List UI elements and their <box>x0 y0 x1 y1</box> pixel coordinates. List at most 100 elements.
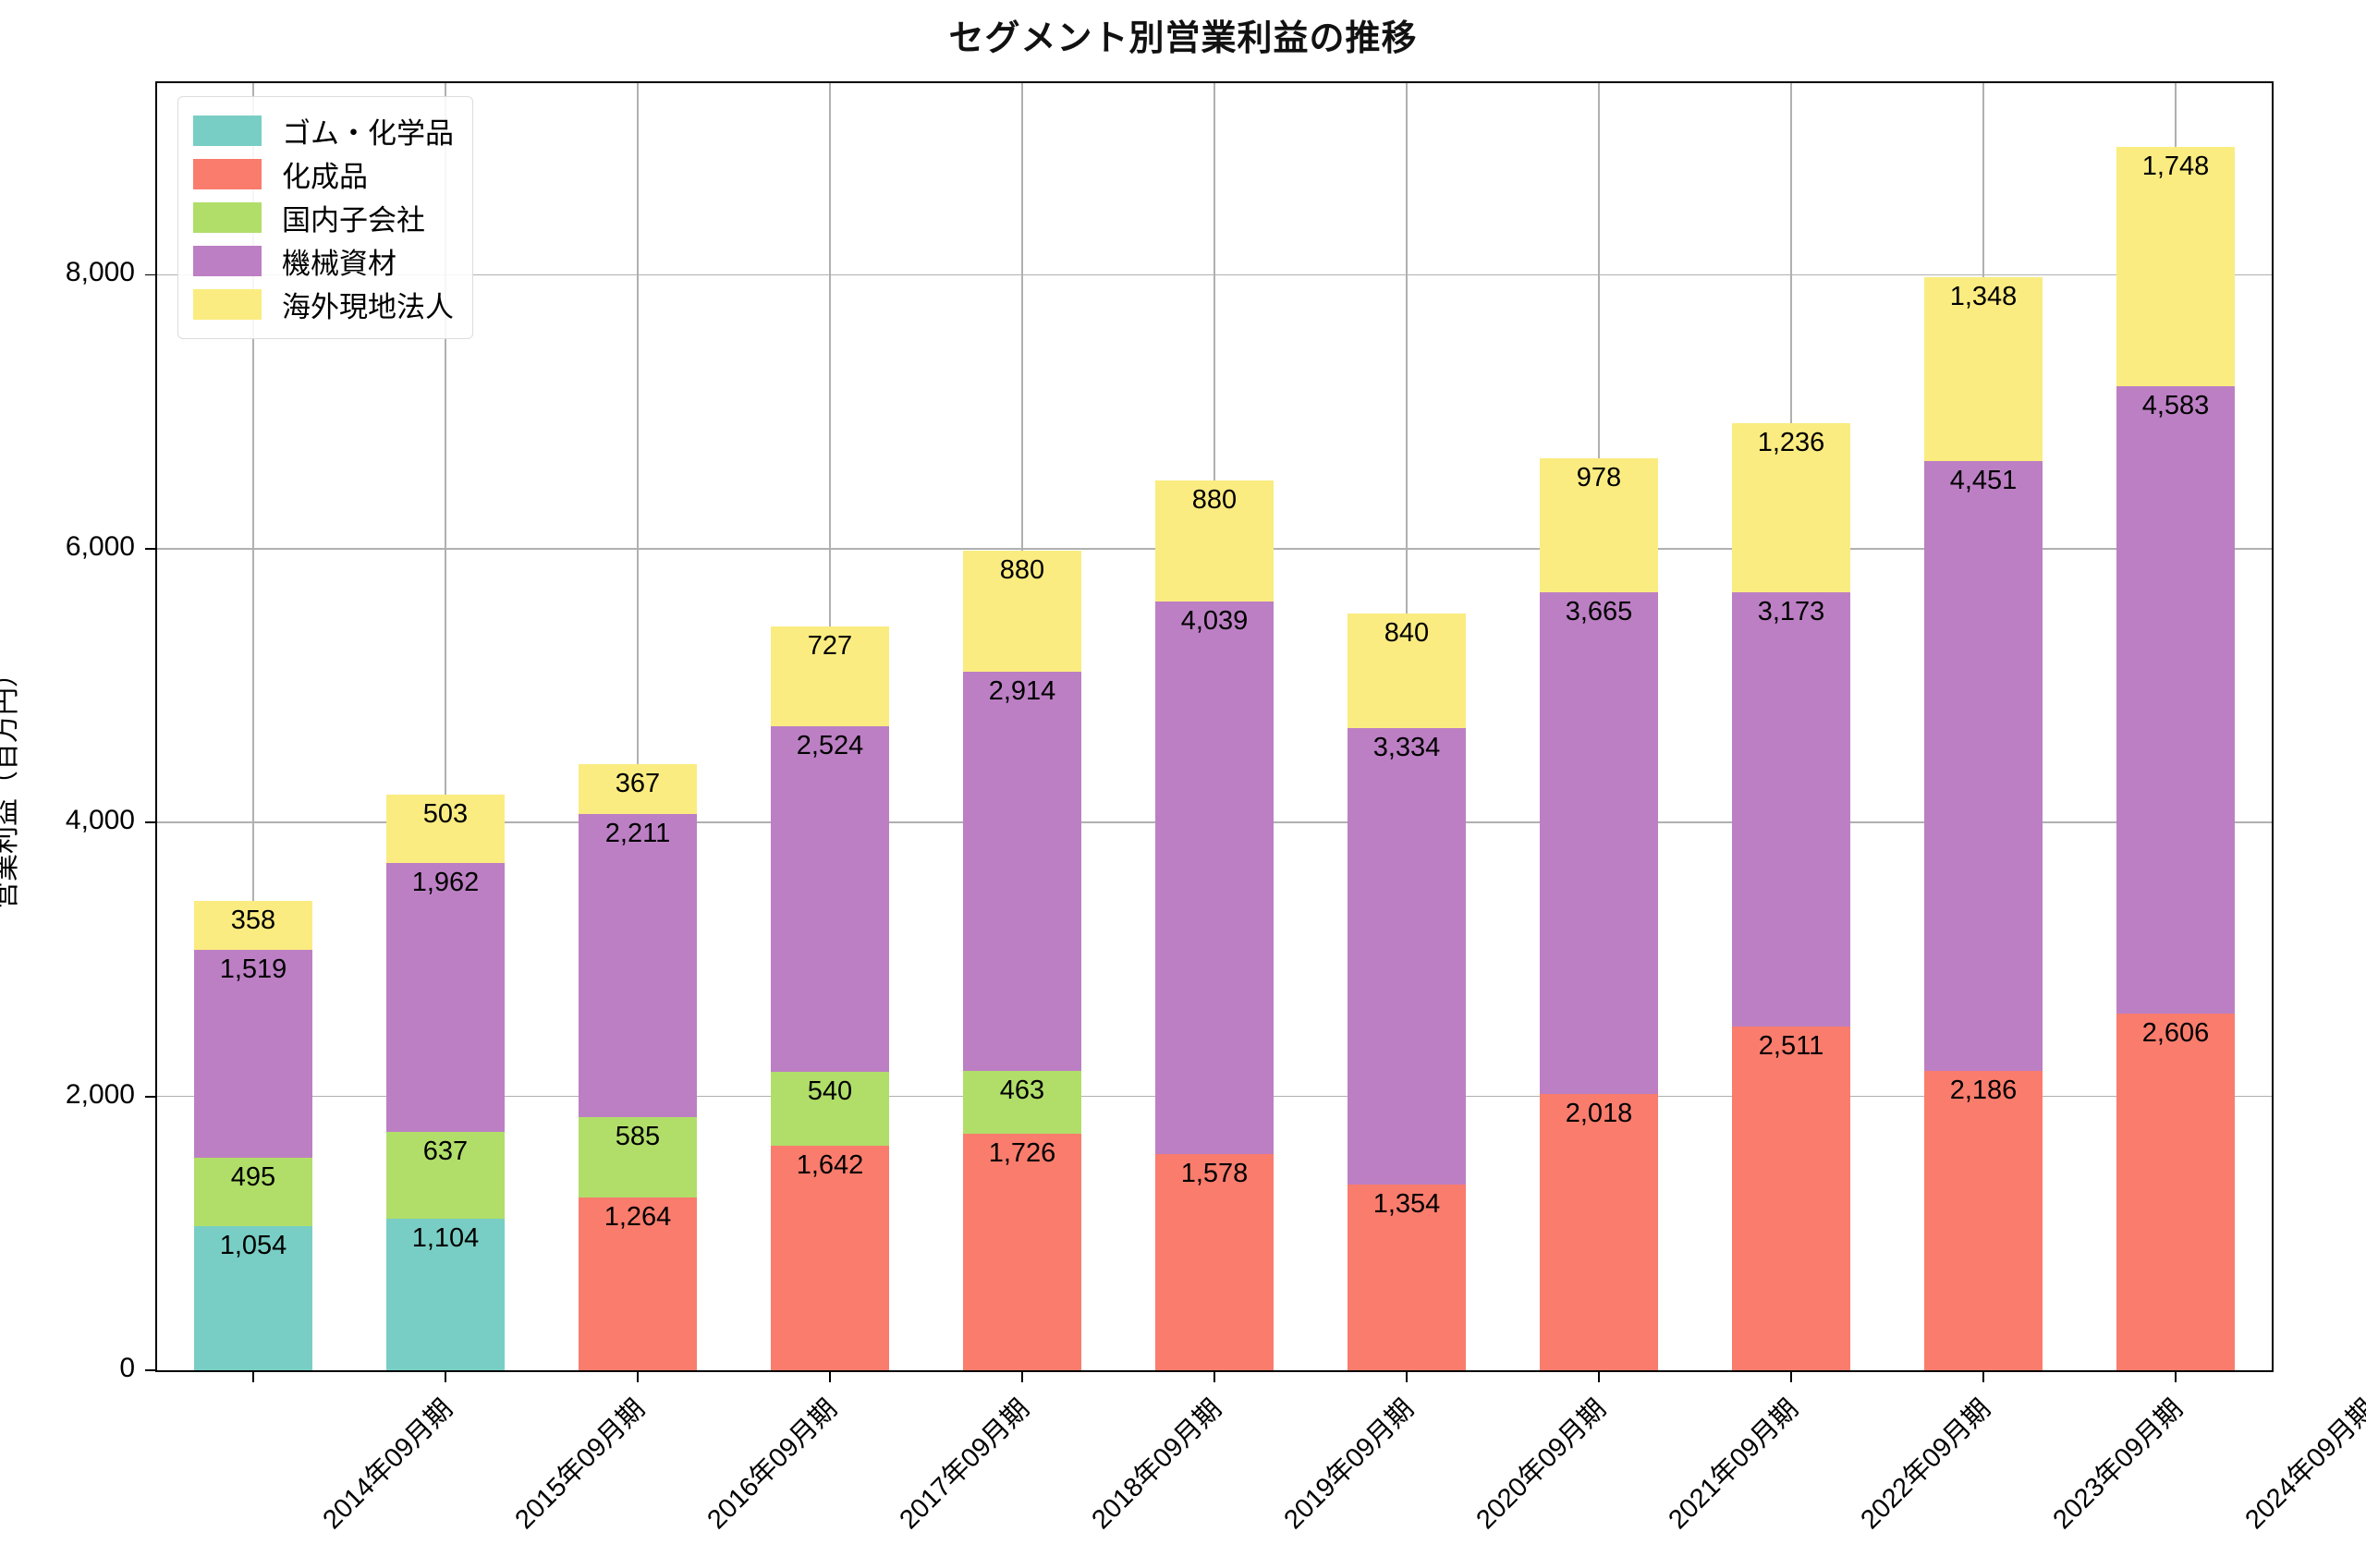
bar-segment[interactable] <box>770 1145 890 1370</box>
legend-swatch-icon <box>193 202 262 233</box>
bar-segment[interactable] <box>1154 480 1274 602</box>
bar-segment[interactable] <box>770 725 890 1072</box>
bar-segment[interactable] <box>1731 1026 1851 1370</box>
bar-segment[interactable] <box>2116 385 2236 1014</box>
x-tick-mark <box>2175 1370 2177 1382</box>
bar-group[interactable]: 2,511 3,173 1,236 <box>1731 83 1851 1370</box>
bar-segment[interactable] <box>385 794 506 864</box>
x-tick-label: 2023年09月期 <box>2047 1393 2189 1536</box>
legend-label: 化成品 <box>282 161 368 193</box>
bar-segment[interactable] <box>962 1134 1082 1370</box>
legend-swatch-icon <box>193 159 262 189</box>
bar-group[interactable]: 1,578 4,039 880 <box>1154 83 1274 1370</box>
bar-segment[interactable] <box>193 901 313 951</box>
bar-segment[interactable] <box>1539 457 1659 592</box>
x-tick-label: 2022年09月期 <box>1855 1393 1997 1536</box>
bar-segment[interactable] <box>1539 591 1659 1094</box>
bar-segment[interactable] <box>1347 1185 1467 1370</box>
y-tick-label: 0 <box>119 1353 135 1383</box>
bar-group[interactable]: 1,726 463 2,914 880 <box>962 83 1082 1370</box>
x-tick-mark <box>252 1370 254 1382</box>
bar-group[interactable]: 1,264 585 2,211 367 <box>578 83 698 1370</box>
y-tick-mark <box>145 547 157 550</box>
bar-segment[interactable] <box>385 863 506 1132</box>
x-tick-mark <box>445 1370 446 1382</box>
bar-segment[interactable] <box>962 1070 1082 1135</box>
legend-label: ゴム・化学品 <box>282 117 454 150</box>
legend-item[interactable]: 化成品 <box>193 152 454 196</box>
gridline-vertical <box>445 83 446 1370</box>
x-tick-mark <box>1213 1370 1215 1382</box>
y-tick-label: 4,000 <box>65 805 135 836</box>
bar-segment[interactable] <box>1923 276 2043 462</box>
y-tick-label: 8,000 <box>65 257 135 288</box>
x-tick-label: 2021年09月期 <box>1663 1393 1805 1536</box>
x-tick-label: 2016年09月期 <box>701 1393 844 1536</box>
bar-group[interactable]: 2,186 4,451 1,348 <box>1923 83 2043 1370</box>
gridline-vertical <box>637 83 639 1370</box>
legend-label: 国内子会社 <box>282 204 425 237</box>
bar-segment[interactable] <box>2116 1013 2236 1370</box>
bar-segment[interactable] <box>1347 613 1467 729</box>
x-tick-label: 2024年09月期 <box>2239 1393 2366 1536</box>
bar-segment[interactable] <box>578 1197 698 1370</box>
y-tick-label: 2,000 <box>65 1078 135 1110</box>
x-tick-mark <box>1598 1370 1600 1382</box>
x-tick-label: 2015年09月期 <box>509 1393 652 1536</box>
legend-item[interactable]: ゴム・化学品 <box>193 109 454 152</box>
y-axis-title: 営業利益（百万円） <box>0 659 21 909</box>
bar-group[interactable]: 1,642 540 2,524 727 <box>770 83 890 1370</box>
chart-title: セグメント別営業利益の推移 <box>948 19 1418 58</box>
bar-segment[interactable] <box>578 763 698 815</box>
bar-segment[interactable] <box>1347 728 1467 1185</box>
bar-segment[interactable] <box>1923 1071 2043 1370</box>
x-tick-mark <box>637 1370 639 1382</box>
bar-segment[interactable] <box>770 626 890 726</box>
bar-group[interactable]: 2,606 4,583 1,748 <box>2116 83 2236 1370</box>
x-tick-label: 2014年09月期 <box>317 1393 459 1536</box>
chart-legend: ゴム・化学品 化成品国内子会社機械資材海外現地法人 <box>177 96 473 339</box>
x-tick-mark <box>1406 1370 1408 1382</box>
bar-segment[interactable] <box>962 671 1082 1071</box>
bar-segment[interactable] <box>385 1219 506 1370</box>
plot-inner: 1,054 495 1,519 358 1,104 637 1,962 503 1,264 585… <box>145 83 2272 1382</box>
gridline-vertical <box>252 83 254 1370</box>
bar-segment[interactable] <box>1731 591 1851 1027</box>
bar-segment[interactable] <box>193 1225 313 1370</box>
legend-label: 機械資材 <box>282 248 396 280</box>
x-tick-label: 2019年09月期 <box>1278 1393 1421 1536</box>
bar-segment[interactable] <box>1731 422 1851 592</box>
x-tick-mark <box>1982 1370 1984 1382</box>
bar-segment[interactable] <box>1539 1093 1659 1370</box>
bar-segment[interactable] <box>1154 1154 1274 1370</box>
x-tick-label: 2018年09月期 <box>1086 1393 1228 1536</box>
bar-segment[interactable] <box>385 1132 506 1220</box>
bar-segment[interactable] <box>962 551 1082 672</box>
legend-swatch-icon <box>193 289 262 320</box>
bar-segment[interactable] <box>193 950 313 1159</box>
legend-item[interactable]: 国内子会社 <box>193 196 454 239</box>
y-tick-mark <box>145 1369 157 1371</box>
legend-swatch-icon <box>193 115 262 146</box>
legend-item[interactable]: 機械資材 <box>193 239 454 283</box>
bar-group[interactable]: 1,354 3,334 840 <box>1347 83 1467 1370</box>
bar-segment[interactable] <box>2116 146 2236 386</box>
x-tick-mark <box>829 1370 831 1382</box>
y-tick-label: 6,000 <box>65 530 135 562</box>
legend-item[interactable]: 海外現地法人 <box>193 283 454 326</box>
legend-swatch-icon <box>193 246 262 276</box>
y-tick-mark <box>145 1095 157 1098</box>
legend-label: 海外現地法人 <box>282 291 454 323</box>
bar-segment[interactable] <box>1923 461 2043 1072</box>
y-tick-mark <box>145 821 157 824</box>
y-tick-mark <box>145 273 157 276</box>
bar-group[interactable]: 2,018 3,665 978 <box>1539 83 1659 1370</box>
bar-segment[interactable] <box>1154 601 1274 1155</box>
x-tick-label: 2017年09月期 <box>894 1393 1036 1536</box>
plot-area: 1,054 495 1,519 358 1,104 637 1,962 503 1,264 585… <box>145 81 2274 1382</box>
bar-segment[interactable] <box>770 1071 890 1146</box>
x-tick-mark <box>1790 1370 1792 1382</box>
bar-segment[interactable] <box>578 1117 698 1197</box>
bar-segment[interactable] <box>193 1158 313 1226</box>
bar-segment[interactable] <box>578 814 698 1117</box>
